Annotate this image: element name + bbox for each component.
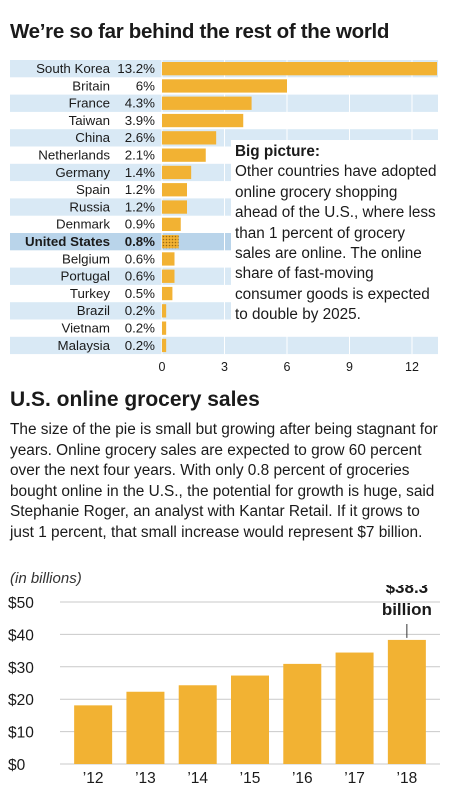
country-label: Vietnam [61, 321, 110, 336]
callout-unit: billion [382, 600, 432, 619]
country-label: Belgium [62, 251, 110, 266]
x-tick-label: ’12 [83, 770, 104, 787]
bar [283, 663, 322, 764]
value-label: 4.3% [125, 96, 155, 111]
x-tick-label: 0 [159, 360, 166, 374]
bar [162, 235, 179, 249]
value-label: 0.5% [125, 286, 155, 301]
country-label: Russia [69, 199, 110, 214]
section-title: U.S. online grocery sales [10, 388, 260, 411]
bar [162, 131, 217, 145]
y-tick-label: $10 [8, 725, 34, 742]
value-label: 6% [136, 78, 155, 93]
bar [162, 200, 187, 214]
bar [126, 691, 165, 764]
y-tick-label: $30 [8, 660, 34, 677]
bar [162, 252, 175, 266]
value-label: 0.6% [125, 269, 155, 284]
value-label: 0.6% [125, 251, 155, 266]
bar [162, 269, 175, 283]
bar [162, 304, 167, 318]
value-label: 0.2% [125, 303, 155, 318]
top-chart-title: We’re so far behind the rest of the worl… [10, 20, 390, 43]
x-tick-label: 6 [284, 360, 291, 374]
country-label: Netherlands [38, 148, 110, 163]
bar [335, 652, 374, 764]
note-body: Other countries have adopted online groc… [235, 163, 437, 324]
value-label: 0.2% [125, 338, 155, 353]
country-label: Britain [72, 78, 110, 93]
x-tick-label: 9 [346, 360, 353, 374]
y-tick-label: $40 [8, 627, 34, 644]
bar [162, 286, 173, 301]
x-tick-label: ’17 [344, 770, 365, 787]
country-label: Denmark [56, 217, 110, 232]
x-tick-label: ’18 [397, 770, 418, 787]
section-description: The size of the pie is small but growing… [10, 421, 438, 541]
country-label: Spain [76, 182, 110, 197]
x-tick-label: ’13 [135, 770, 156, 787]
bar [162, 217, 181, 231]
country-label: Turkey [70, 286, 110, 301]
bar [74, 705, 113, 764]
us-sales-bar-chart: $0 $10 $20 $30 $40 $50 ’12 ’13 ’14 ’15 ’16 ’17 ’18 $3… [8, 585, 440, 787]
callout-value: $38.3 [386, 585, 429, 597]
y-axis-unit-label: (in billions) [10, 570, 82, 587]
country-label: China [75, 130, 110, 145]
bar [162, 62, 437, 76]
country-label: France [69, 96, 110, 111]
bar [162, 148, 206, 162]
bar [162, 79, 287, 93]
value-label: 1.2% [125, 199, 155, 214]
country-label: Brazil [77, 303, 110, 318]
value-label: 2.6% [125, 130, 155, 145]
bar [162, 113, 244, 128]
country-label: South Korea [36, 61, 111, 76]
country-label: Germany [55, 165, 110, 180]
y-tick-label: $20 [8, 692, 34, 709]
country-label: Taiwan [69, 113, 110, 128]
note-heading: Big picture: [235, 143, 320, 160]
value-label: 1.4% [125, 165, 155, 180]
y-tick-label: $50 [8, 595, 34, 612]
value-label: 3.9% [125, 113, 155, 128]
bar [162, 165, 192, 180]
country-label: Portugal [60, 269, 110, 284]
country-label: Malaysia [58, 338, 111, 353]
value-label: 0.2% [125, 321, 155, 336]
bar [162, 96, 252, 110]
x-tick-label: ’15 [240, 770, 261, 787]
bar [387, 639, 426, 764]
bar [162, 321, 167, 335]
country-label: United States [25, 234, 110, 249]
y-tick-label: $0 [8, 757, 26, 774]
bar [162, 338, 167, 353]
value-label: 1.2% [125, 182, 155, 197]
x-tick-label: ’16 [292, 770, 313, 787]
x-tick-label: ’14 [187, 770, 208, 787]
big-picture-note: Big picture: Other countries have adopte… [231, 140, 441, 328]
value-label: 0.8% [125, 234, 155, 249]
x-tick-label: 3 [221, 360, 228, 374]
value-label: 2.1% [125, 148, 155, 163]
x-tick-label: 12 [405, 360, 419, 374]
bar [178, 685, 217, 764]
value-label: 13.2% [117, 61, 155, 76]
bar [162, 183, 187, 197]
bar [231, 675, 269, 764]
value-label: 0.9% [125, 217, 155, 232]
